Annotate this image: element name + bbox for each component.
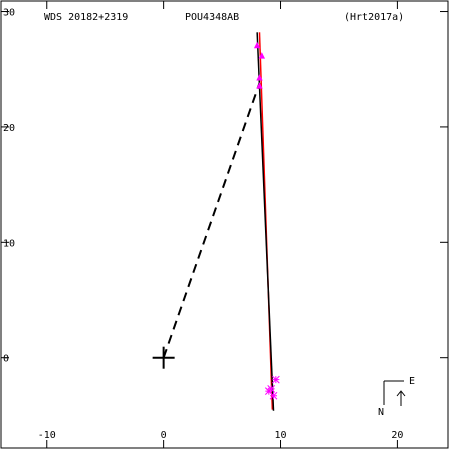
primary-star-marker <box>152 346 175 369</box>
header-pair-name: POU4348AB <box>185 12 239 23</box>
header-reference: (Hrt2017a) <box>344 12 404 23</box>
asterisk-stroke <box>271 375 280 384</box>
asterisk-stroke <box>269 391 278 400</box>
observation-asterisk <box>269 391 278 400</box>
compass: E N <box>378 376 415 418</box>
header-wds-id: WDS 20182+2319 <box>44 12 128 23</box>
y-tick-label: 0 <box>3 354 9 365</box>
plot-marks <box>152 32 280 411</box>
observation-triangle <box>258 52 266 59</box>
x-tick-label: 20 <box>391 430 403 441</box>
fit-line <box>256 32 275 411</box>
x-tick-label: 10 <box>274 430 286 441</box>
y-tick-label: 20 <box>3 123 15 134</box>
x-tick-label: -10 <box>38 430 56 441</box>
observation-asterisk <box>264 387 273 396</box>
compass-arrowhead <box>396 390 406 397</box>
asterisk-stroke <box>264 387 273 396</box>
observation-triangle <box>256 82 263 89</box>
compass-east-label: E <box>409 376 415 387</box>
observation-triangle <box>253 41 261 49</box>
compass-north-label: N <box>378 407 384 418</box>
observation-triangle <box>256 74 263 81</box>
observation-asterisk <box>271 375 280 384</box>
y-tick-label: 10 <box>3 238 15 249</box>
y-tick-label: 30 <box>3 8 15 19</box>
x-tick-label: 0 <box>161 430 167 441</box>
secondary-connector-dashed <box>162 82 261 359</box>
